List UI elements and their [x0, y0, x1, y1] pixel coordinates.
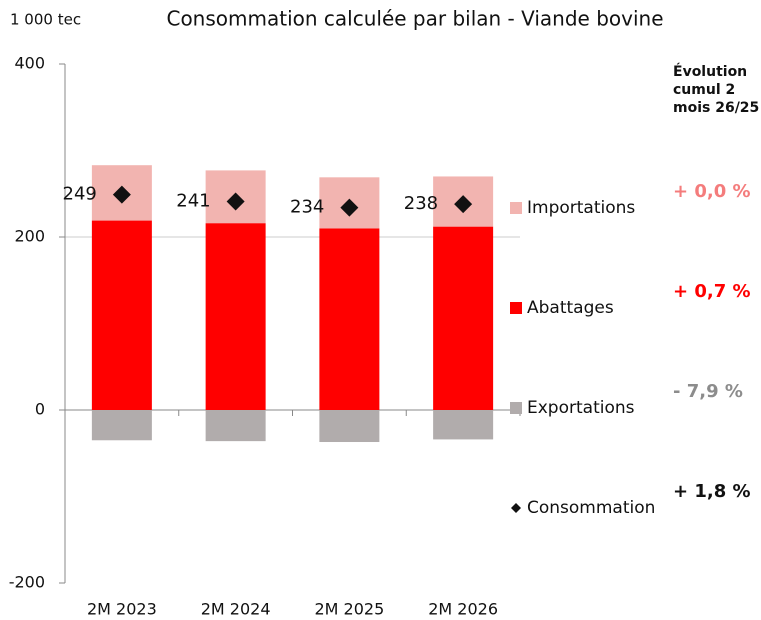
legend-label: Exportations — [527, 398, 635, 418]
marker — [454, 195, 473, 214]
evolution-value: - 7,9 % — [673, 381, 743, 402]
x-tick-label: 2M 2026 — [428, 600, 498, 619]
evolution-header: Évolution — [673, 63, 747, 80]
marker — [112, 185, 131, 204]
legend-swatch — [510, 302, 522, 314]
bar-segment — [433, 410, 494, 440]
value-label: 249 — [63, 184, 97, 205]
x-tick-label: 2M 2025 — [314, 600, 384, 619]
chart-title: Consommation calculée par bilan - Viande… — [166, 7, 663, 31]
marker — [340, 198, 359, 217]
y-unit: 1 000 tec — [10, 11, 81, 29]
x-tick-label: 2M 2024 — [201, 600, 271, 619]
evolution-header: mois 26/25 — [673, 100, 759, 116]
legend-swatch — [510, 402, 522, 414]
bar-segment — [205, 223, 266, 410]
legend-marker — [511, 503, 521, 513]
bar-segment — [91, 410, 152, 441]
evolution-value: + 0,7 % — [673, 281, 751, 302]
y-tick-label: 0 — [35, 400, 45, 419]
legend-swatch — [510, 202, 522, 214]
marker — [226, 192, 245, 211]
bar-segment — [319, 228, 380, 410]
value-label: 234 — [290, 197, 324, 218]
bar-segment — [205, 410, 266, 442]
value-label: 238 — [404, 193, 438, 214]
evolution-value: + 0,0 % — [673, 181, 751, 202]
bar-segment — [91, 220, 152, 410]
x-tick-label: 2M 2023 — [87, 600, 157, 619]
y-tick-label: 400 — [14, 54, 45, 73]
value-label: 241 — [176, 191, 210, 212]
bar-segment — [433, 226, 494, 410]
y-tick-label: 200 — [14, 227, 45, 246]
y-tick-label: -200 — [9, 573, 45, 592]
evolution-header: cumul 2 — [673, 82, 735, 98]
evolution-value: + 1,8 % — [673, 481, 751, 502]
bar-segment — [319, 410, 380, 443]
legend-label: Abattages — [527, 298, 614, 318]
legend-label: Importations — [527, 198, 635, 218]
legend-label: Consommation — [527, 498, 655, 518]
